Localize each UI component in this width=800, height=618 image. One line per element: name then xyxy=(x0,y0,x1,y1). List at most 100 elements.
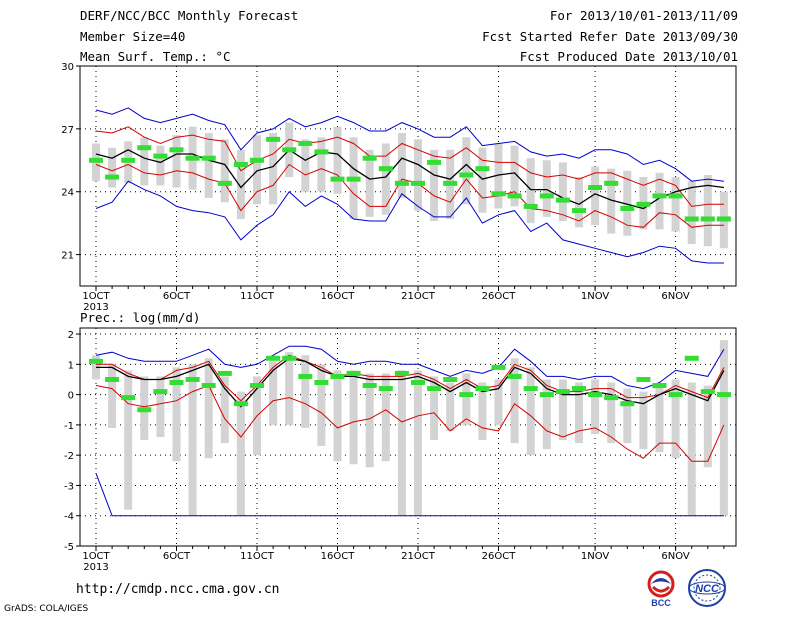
temp-observed-mark xyxy=(346,176,361,182)
prec-spread-box xyxy=(124,370,133,510)
prec-observed-mark xyxy=(378,386,393,392)
prec-observed-mark xyxy=(716,392,731,398)
temp-observed-mark xyxy=(411,180,425,186)
temp-observed-mark xyxy=(298,141,313,147)
temp-ytick-label: 30 xyxy=(61,62,74,73)
prec-observed-mark xyxy=(459,392,474,398)
prec-line-p_high xyxy=(96,354,725,402)
prec-spread-box xyxy=(558,379,567,441)
prec-observed-mark xyxy=(89,358,103,364)
temp-observed-mark xyxy=(684,216,699,222)
prec-spread-box xyxy=(510,358,519,444)
ncc-logo: NCC xyxy=(688,569,726,607)
prec-ytick-label: -5 xyxy=(64,542,74,553)
prec-observed-mark xyxy=(507,373,522,379)
temp-line-p_high xyxy=(95,126,724,207)
temp-spread-box xyxy=(236,149,245,219)
temp-spread-box xyxy=(430,149,439,222)
temp-year-label: 2013 xyxy=(83,302,108,313)
temp-spread-box xyxy=(333,126,342,194)
prec-spread-box xyxy=(333,370,342,462)
prec-ytick-label: -3 xyxy=(64,481,74,492)
prec-spread-box xyxy=(414,370,422,516)
temp-spread-box xyxy=(671,177,680,232)
bcc-logo: BCC xyxy=(647,570,675,608)
prec-observed-mark xyxy=(105,376,120,382)
temp-spread-box xyxy=(542,160,551,217)
prec-spread-box xyxy=(317,364,326,447)
grads-credit: GrADS: COLA/IGES xyxy=(4,604,89,614)
temp-spread-box xyxy=(253,135,261,205)
temp-spread-box xyxy=(397,133,406,198)
prec-observed-mark xyxy=(427,386,442,392)
prec-spread-box xyxy=(430,376,439,441)
prec-observed-mark xyxy=(282,355,297,361)
temp-spread-box xyxy=(655,172,664,230)
temp-spread-box xyxy=(575,177,583,228)
prec-spread-box xyxy=(301,355,310,428)
member-size-label: Member Size=40 xyxy=(80,29,186,44)
prec-line-max xyxy=(95,345,725,390)
temp-line-max xyxy=(95,107,724,182)
prec-spread-box xyxy=(623,388,632,444)
temp-observed-mark xyxy=(443,180,458,186)
prec-observed-mark xyxy=(362,383,377,389)
source-url[interactable]: http://cmdp.ncc.cma.gov.cn xyxy=(76,582,280,597)
prec-spread-box xyxy=(220,376,229,444)
temp-spread-box xyxy=(558,162,567,222)
prec-spread-box xyxy=(397,370,406,516)
temp-spread-box xyxy=(317,137,326,192)
prec-line-p_low xyxy=(95,384,725,462)
temp-line-mean xyxy=(95,148,724,210)
temp-observed-mark xyxy=(169,147,184,153)
prec-xtick-label: 16OCT xyxy=(321,551,356,562)
temp-panel: 21 24 27 30 1OCT 6OCT 11OCT 16OCT 21OCT 26OCT 1NOV… xyxy=(61,62,737,313)
prec-spread-box xyxy=(285,352,294,425)
prec-ytick-label: -2 xyxy=(64,451,74,462)
prec-spread-box xyxy=(526,367,535,456)
chart-title: DERF/NCC/BCC Monthly Forecast xyxy=(80,8,299,23)
prec-observed-mark xyxy=(185,376,200,382)
prec-observed-mark xyxy=(572,386,586,392)
prec-ytick-label: 2 xyxy=(68,330,74,341)
prec-observed-mark xyxy=(250,383,264,389)
temp-ytick-label: 21 xyxy=(61,251,74,262)
forecast-start-date: Fcst Started Refer Date 2013/09/30 xyxy=(482,29,738,44)
temp-spread-box xyxy=(510,145,519,207)
temp-spread-box xyxy=(156,145,165,186)
temp-spread-box xyxy=(703,174,712,247)
prec-observed-mark xyxy=(523,386,538,392)
temp-observed-mark xyxy=(572,208,586,214)
temp-spread-box xyxy=(462,137,471,205)
prec-spread-box xyxy=(639,391,648,450)
prec-observed-mark xyxy=(443,376,458,382)
temp-line-p_low xyxy=(95,163,724,228)
temp-spread-box xyxy=(381,143,390,215)
temp-observed-mark xyxy=(185,155,200,161)
temp-observed-mark xyxy=(378,166,393,172)
prec-observed-mark xyxy=(588,392,603,398)
prec-spread-box xyxy=(671,379,680,459)
prec-spread-box xyxy=(494,379,503,425)
forecast-produced-date: Fcst Produced Date 2013/10/01 xyxy=(519,49,738,64)
prec-spread-box xyxy=(365,373,374,468)
temp-observed-mark xyxy=(636,201,651,207)
temp-spread-box xyxy=(365,149,374,217)
prec-ytick-label: 0 xyxy=(68,391,74,402)
prec-spread-box xyxy=(607,382,616,444)
temp-xtick-label: 6OCT xyxy=(163,291,191,302)
temp-observed-mark xyxy=(137,145,152,151)
prec-spread-box xyxy=(381,373,390,462)
prec-spread-box xyxy=(719,340,728,516)
prec-observed-mark xyxy=(620,401,635,407)
prec-observed-mark xyxy=(217,370,232,376)
prec-spread-box xyxy=(108,364,117,428)
temp-spread-box xyxy=(414,139,422,211)
temp-line-min xyxy=(95,180,724,264)
temp-observed-mark xyxy=(201,155,216,161)
prec-observed-mark xyxy=(636,376,651,382)
temp-observed-mark xyxy=(604,180,619,186)
prec-ytick-label: 1 xyxy=(68,360,74,371)
temp-observed-mark xyxy=(539,193,554,199)
